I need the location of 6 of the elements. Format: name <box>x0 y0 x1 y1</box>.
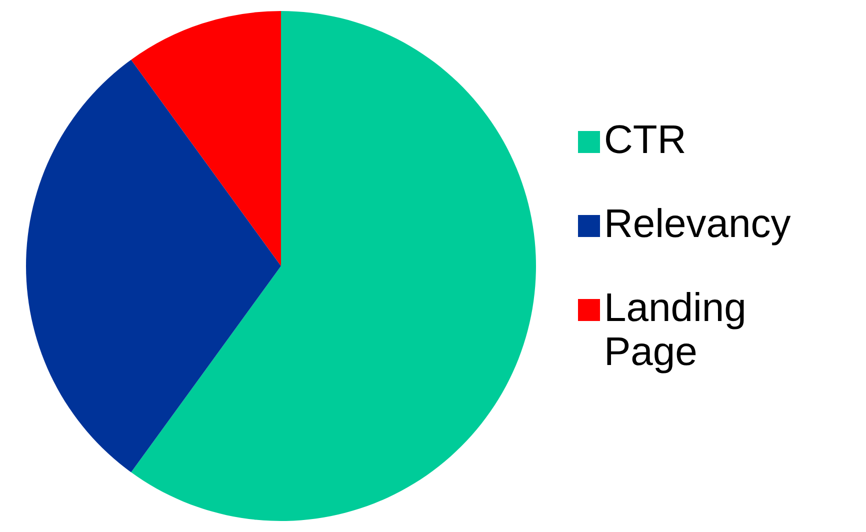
legend-label: CTR <box>604 118 686 162</box>
pie-slice <box>131 11 281 266</box>
pie-slice <box>26 60 281 472</box>
legend-label: Relevancy <box>604 202 791 246</box>
legend-label: Landing Page <box>604 286 748 374</box>
pie-slice <box>131 11 536 521</box>
